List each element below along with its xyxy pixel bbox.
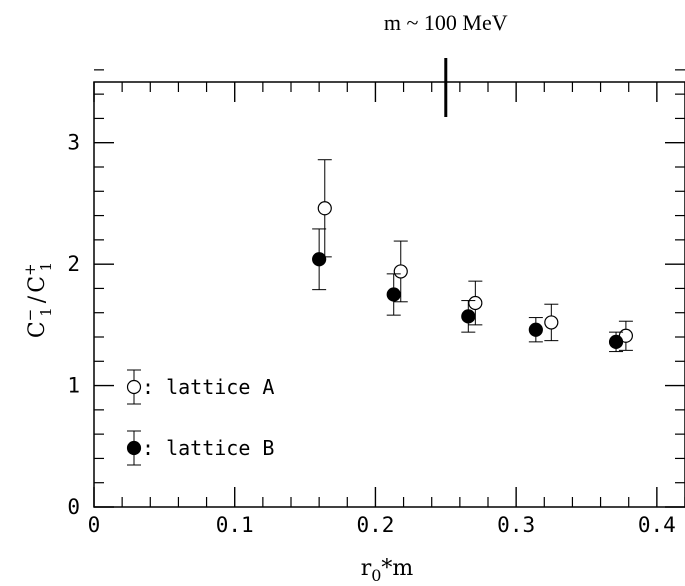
y-axis-title-c2: C [25, 276, 50, 293]
data-point-series-1 [544, 303, 559, 342]
data-point-series-2 [528, 317, 543, 343]
x-axis-title-sub: 0 [371, 566, 381, 585]
y-axis-title-sep: / [25, 295, 50, 303]
data-point-series-1 [468, 280, 483, 326]
y-axis-title-c1: C [25, 321, 50, 338]
open-circle-marker [544, 315, 559, 330]
legend-item-2: : lattice B [126, 430, 274, 466]
data-point-series-1 [393, 240, 408, 303]
data-points [312, 159, 634, 353]
x-tick-label: 0.2 [356, 513, 394, 537]
y-tick-labels: 0 1 2 3 [67, 131, 80, 519]
y-axis-title: C−1/C+1 [21, 262, 55, 338]
minor-ticks [94, 69, 685, 507]
x-tick-label: 0.4 [638, 513, 676, 537]
y-axis-title-sup1: − [21, 309, 39, 322]
x-tick-label: 0 [88, 513, 101, 537]
x-axis-title-main: r [361, 556, 372, 581]
y-tick-label: 2 [67, 252, 80, 276]
filled-circle-marker [386, 287, 401, 302]
filled-circle-marker [461, 309, 476, 324]
filled-circle-marker [126, 440, 142, 456]
filled-circle-marker [312, 252, 327, 267]
x-axis-title-rest: *m [381, 556, 413, 581]
legend: : lattice A : lattice B [126, 369, 274, 466]
legend-label: : lattice B [142, 436, 274, 460]
x-axis-title: r0*m [361, 556, 414, 585]
open-circle-marker [317, 201, 332, 216]
filled-circle-marker [528, 322, 543, 337]
legend-item-1: : lattice A [126, 369, 274, 405]
open-circle-marker [393, 264, 408, 279]
data-point-series-2 [386, 273, 401, 316]
y-axis-title-sub2: 1 [37, 262, 55, 272]
x-tick-label: 0.3 [497, 513, 535, 537]
data-point-series-2 [312, 228, 327, 291]
x-tick-labels: 0 0.1 0.2 0.3 0.4 [88, 513, 676, 537]
plot-frame [93, 81, 685, 508]
legend-label: : lattice A [142, 375, 274, 399]
data-point-series-1 [317, 159, 332, 258]
data-point-series-2 [608, 331, 624, 353]
y-tick-label: 1 [67, 374, 80, 398]
annotation-label: m ~ 100 MeV [384, 10, 508, 35]
y-axis-title-sup2: + [21, 263, 39, 276]
data-point-series-2 [461, 300, 476, 333]
y-tick-label: 0 [67, 495, 80, 519]
filled-circle-marker [608, 334, 624, 349]
y-tick-label: 3 [67, 131, 80, 155]
legend-marker [126, 369, 142, 405]
open-circle-marker [468, 295, 483, 311]
x-tick-label: 0.1 [216, 513, 254, 537]
open-circle-marker [126, 379, 142, 395]
y-axis-title-sub1: 1 [37, 307, 55, 317]
legend-marker [126, 430, 142, 466]
